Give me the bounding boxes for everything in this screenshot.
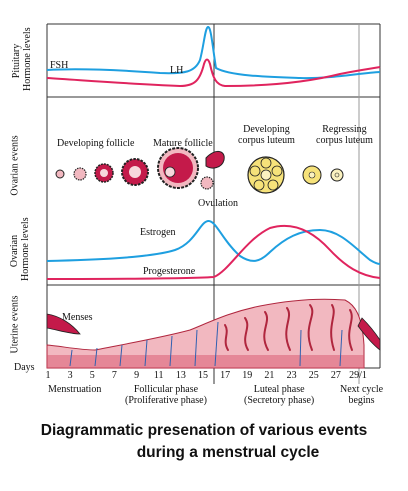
day-tick: 19 <box>242 370 253 381</box>
developing-follicle-group <box>55 158 149 186</box>
follicle-stage-1 <box>55 169 65 179</box>
caption-line-1: Diagrammatic presenation of various even… <box>40 422 368 439</box>
menses-flap-right <box>357 317 381 351</box>
spiral-arteries <box>69 321 343 367</box>
follicle-stage-2 <box>73 167 87 181</box>
luteal-phase-label: Luteal phase (Secretory phase) <box>244 384 315 406</box>
day-tick: 25 <box>308 370 319 381</box>
menses-label: Menses <box>62 312 93 323</box>
day-tick: 21 <box>264 370 275 381</box>
mature-follicle <box>157 147 199 189</box>
progesterone-curve <box>46 224 381 280</box>
day-tick: 3 <box>67 370 73 381</box>
day-tick: 17 <box>220 370 231 381</box>
day-tick: 27 <box>330 370 341 381</box>
day-tick: 29/1 <box>349 370 367 381</box>
day-tick: 11 <box>153 370 164 381</box>
ovulation-label: Ovulation <box>198 198 238 209</box>
ovarian-events-label: Ovarian events <box>9 135 21 196</box>
caption-line-2: during a menstrual cycle <box>136 444 320 461</box>
day-tick: 23 <box>286 370 297 381</box>
lh-label: LH <box>170 65 184 76</box>
day-tick: 13 <box>175 370 186 381</box>
day-tick: 5 <box>89 370 95 381</box>
fsh-label: FSH <box>50 60 69 71</box>
ovarian-hormone-levels-label: Ovarian Hormone levels <box>9 217 31 281</box>
estrogen-label: Estrogen <box>140 227 176 238</box>
fsh-curve <box>46 25 381 80</box>
regressing-corpus-luteum-label: Regressing corpus luteum <box>316 124 373 146</box>
day-tick: 9 <box>134 370 140 381</box>
estrogen-curve <box>46 220 381 265</box>
lh-curve <box>46 58 381 88</box>
uterine-glands <box>224 304 353 351</box>
pituitary-hormone-levels-label: Pituitary Hormone levels <box>11 27 33 91</box>
progesterone-label: Progesterone <box>143 266 196 277</box>
menstruation-label: Menstruation <box>48 384 102 395</box>
uterine-events-label: Uterine events <box>9 295 21 354</box>
regressing-corpus-luteum <box>302 165 344 185</box>
uterine-lining <box>46 298 381 369</box>
follicular-phase-label: Follicular phase (Proliferative phase) <box>125 384 207 406</box>
days-label: Days <box>14 362 35 373</box>
developing-corpus-luteum-label: Developing corpus luteum <box>238 124 295 146</box>
next-cycle-label: Next cycle begins <box>340 384 384 406</box>
day-tick: 1 <box>45 370 51 381</box>
menses-flap-left <box>46 313 81 335</box>
developing-corpus-luteum <box>247 156 285 194</box>
mature-follicle-label: Mature follicle <box>153 138 213 149</box>
day-tick: 15 <box>198 370 208 381</box>
developing-follicle-label: Developing follicle <box>57 138 135 149</box>
day-tick: 7 <box>111 370 117 381</box>
ovulation-follicle <box>200 151 225 190</box>
